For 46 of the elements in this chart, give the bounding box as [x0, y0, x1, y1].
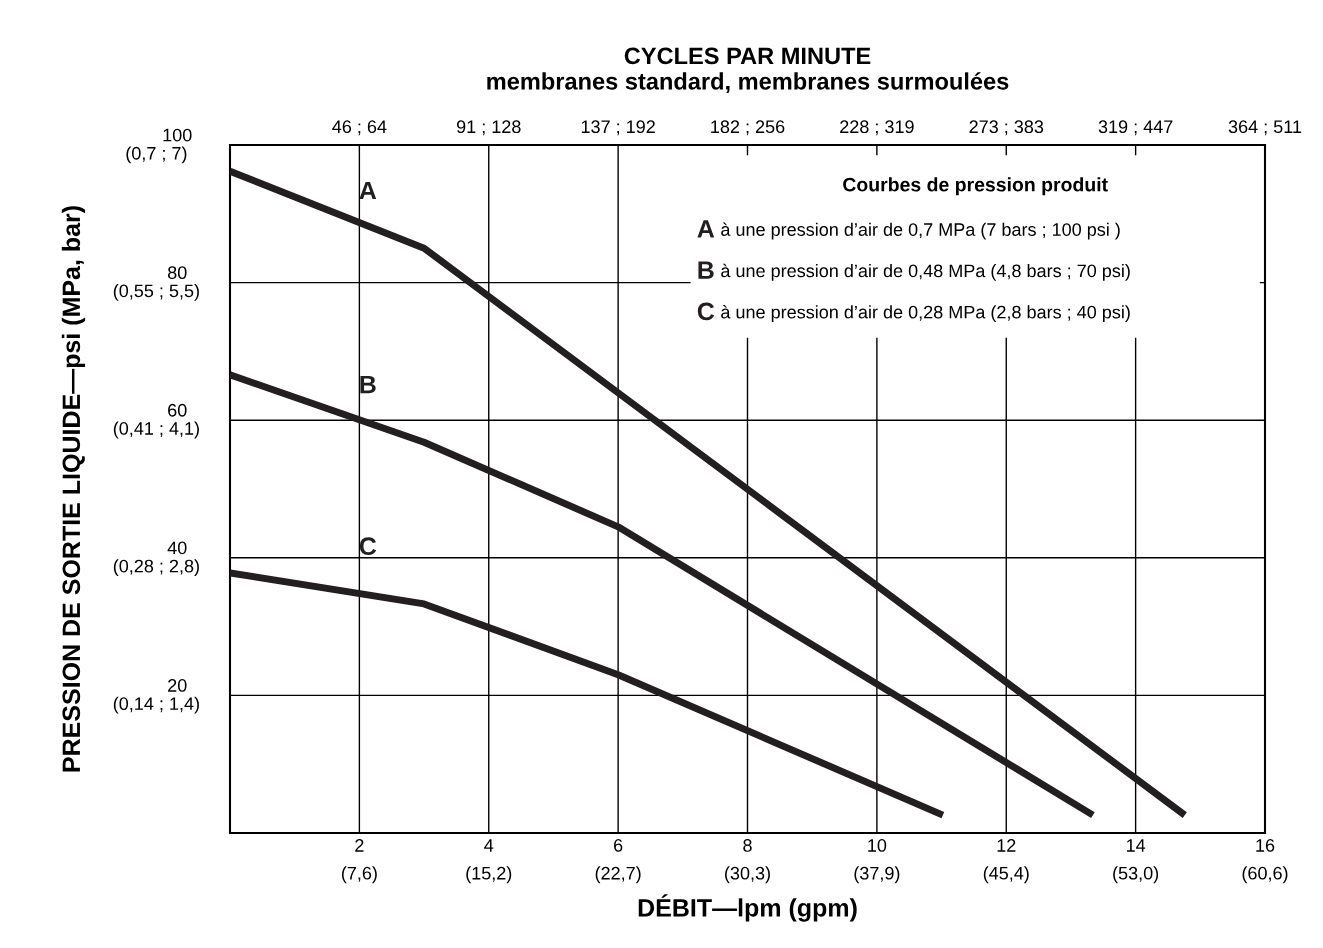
text: (37,9): [854, 866, 900, 884]
x-tick-label: 6: [614, 839, 623, 852]
annotation: à une pression d’air de 0,28 MPa (2,8 bars ; 40 psi): [721, 305, 1130, 323]
text: (30,3): [725, 866, 770, 884]
x-tick-label: 8: [743, 839, 752, 852]
text: (15,2): [466, 866, 512, 884]
text: A: [697, 220, 715, 238]
annotation: à une pression d’air de 0,7 MPa (7 bars ; 100 psi ): [721, 222, 1120, 240]
y-tick-label: 100: [163, 128, 192, 142]
text: (45,4): [983, 866, 1029, 884]
x-tick-label: 2: [355, 839, 364, 852]
text: (0,41 ; 4,1): [113, 421, 199, 439]
x-tick-label: 10: [868, 839, 887, 852]
y-tick-label: 80: [167, 266, 187, 280]
y-axis-title: PRESSION DE SORTIE LIQUIDE—psi (MPa, bar): [61, 206, 86, 772]
x-tick-label: 14: [1126, 839, 1146, 852]
x-tick-label: 12: [997, 839, 1016, 852]
text: (22,7): [595, 866, 641, 884]
text: 273 ; 383: [969, 120, 1044, 136]
text: (0,28 ; 2,8): [113, 559, 199, 577]
text: 137 ; 192: [581, 120, 655, 136]
text: (0,55 ; 5,5): [113, 283, 199, 301]
text: 182 ; 256: [711, 120, 785, 136]
text: B: [698, 261, 714, 279]
series-label: B: [360, 375, 376, 394]
y-tick-label: 40: [167, 541, 187, 555]
text: (0,7 ; 7): [126, 146, 187, 164]
series-label: C: [359, 537, 377, 556]
text: (60,6): [1242, 866, 1288, 884]
y-tick-label: 60: [168, 403, 187, 417]
x-tick-label: 16: [1256, 839, 1275, 852]
text: 46 ; 64: [332, 120, 387, 136]
text: 319 ; 447: [1098, 120, 1173, 136]
text: 364 ; 511: [1228, 120, 1302, 136]
x-axis-title: DÉBIT—lpm (gpm): [638, 894, 857, 922]
text: (53,0): [1113, 866, 1159, 884]
chart-title: CYCLES PAR MINUTE membranes standard, membranes surmoulées: [487, 47, 1009, 94]
text: 91 ; 128: [456, 120, 521, 136]
x-tick-label: 4: [484, 839, 494, 852]
text: (0,14 ; 1,4): [113, 696, 199, 714]
annotation: Courbes de pression produit: [843, 177, 1108, 196]
text: (7,6): [341, 866, 377, 884]
text: C: [697, 302, 715, 321]
y-tick-label: 20: [168, 679, 187, 692]
text: 228 ; 319: [840, 120, 914, 136]
annotation: à une pression d’air de 0,48 MPa (4,8 bars ; 70 psi): [721, 263, 1130, 281]
